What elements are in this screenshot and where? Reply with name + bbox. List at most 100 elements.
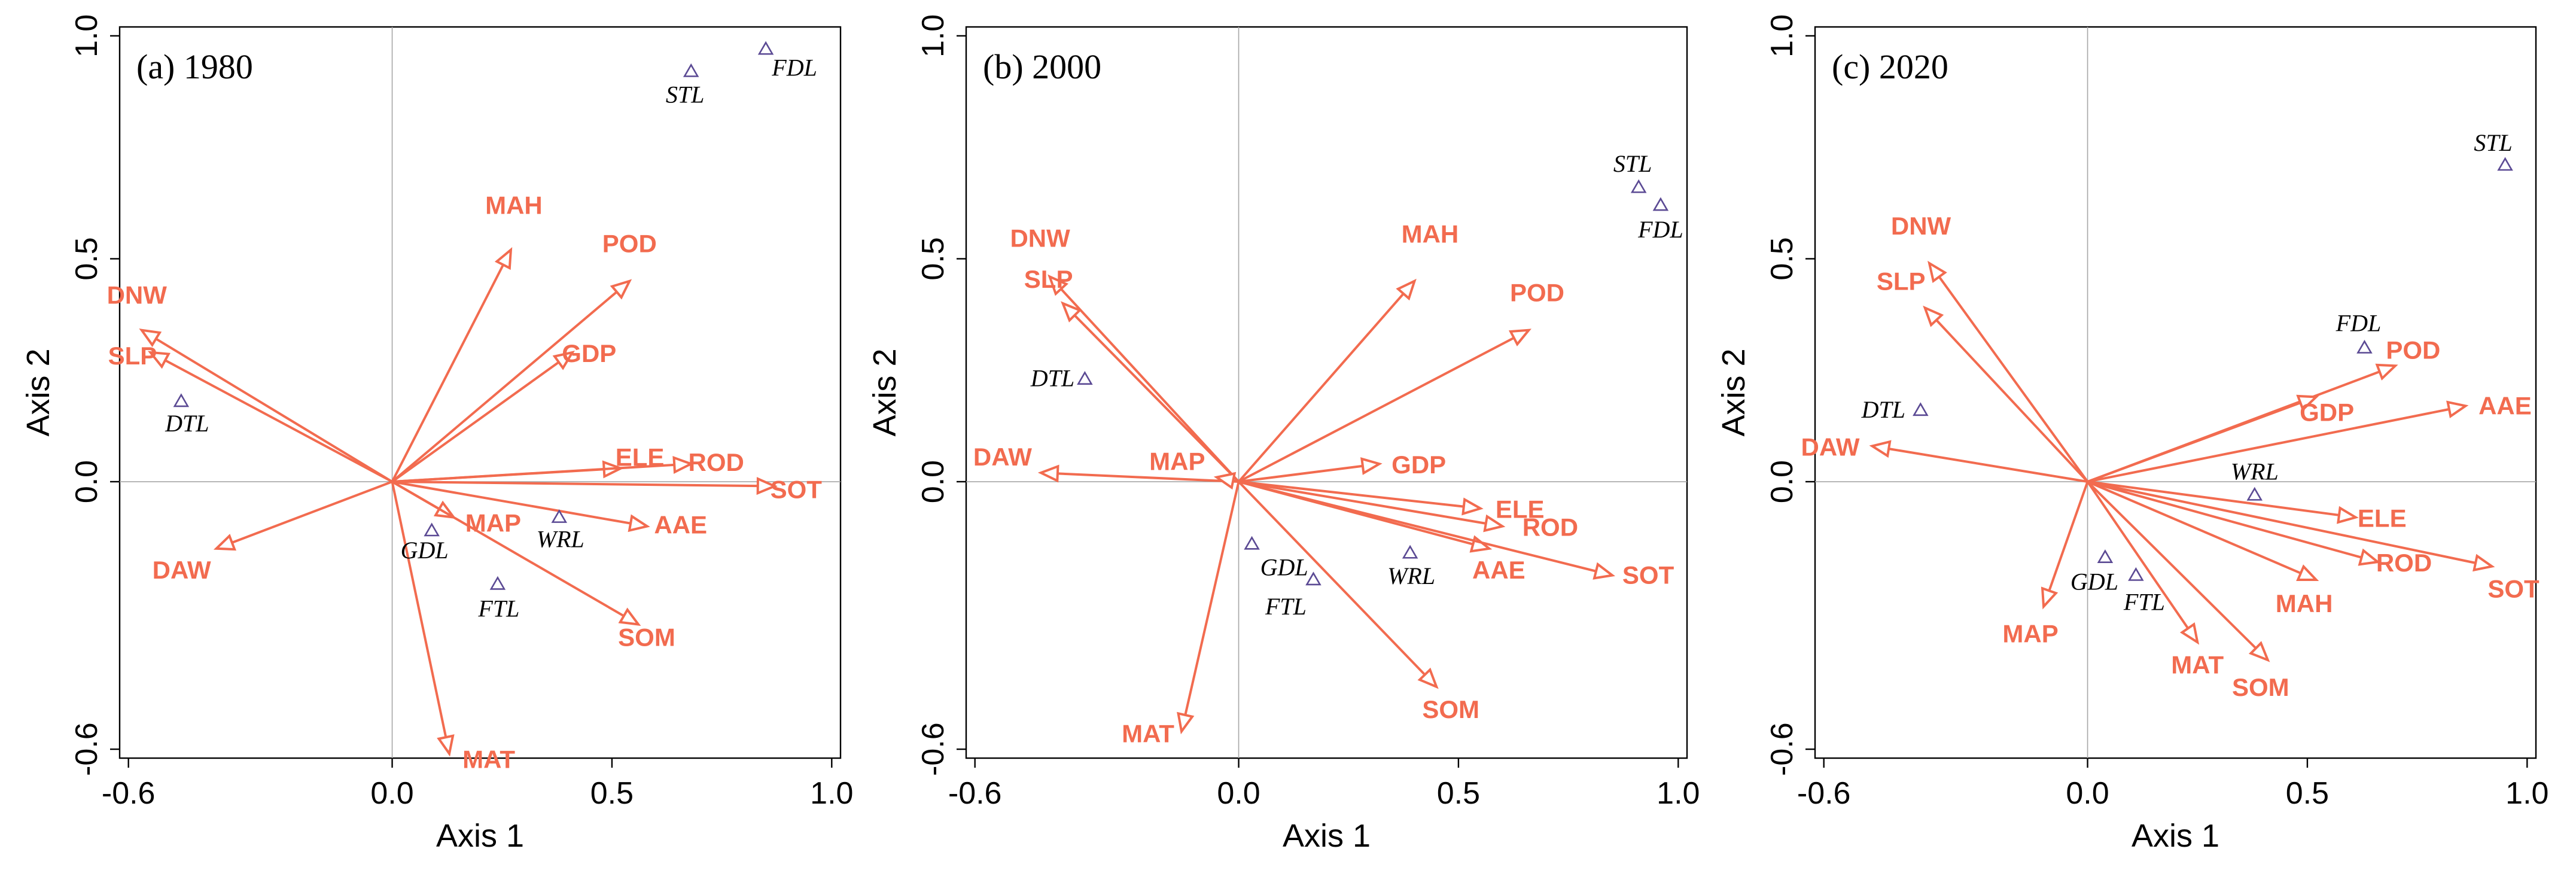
site-wrl: WRL bbox=[2231, 458, 2279, 501]
y-tick-label: 1.0 bbox=[916, 14, 951, 57]
arrow-gdp: GDP bbox=[1238, 451, 1446, 483]
y-tick-label: 1.0 bbox=[1765, 14, 1799, 57]
site-marker-triangle-icon bbox=[1305, 571, 1322, 586]
y-axis-label: Axis 2 bbox=[1716, 348, 1752, 436]
site-marker-triangle-icon bbox=[2246, 486, 2263, 501]
y-axis-label: Axis 2 bbox=[20, 348, 56, 436]
site-label: DTL bbox=[1030, 365, 1074, 392]
arrow-head bbox=[618, 607, 641, 626]
arrow-gdp: GDP bbox=[391, 339, 616, 483]
arrow-label: ELE bbox=[2358, 504, 2407, 533]
arrow-label: MAT bbox=[1122, 719, 1174, 747]
arrow-gdp: GDP bbox=[2087, 394, 2354, 483]
arrow-shaft bbox=[2087, 480, 2476, 564]
arrow-head bbox=[2358, 548, 2381, 566]
arrow-shaft bbox=[1184, 481, 1240, 716]
arrow-shaft bbox=[2087, 480, 2301, 574]
site-marker-triangle-icon bbox=[2097, 549, 2114, 563]
arrow-shaft bbox=[155, 337, 393, 483]
arrow-dnw: DNW bbox=[1891, 212, 2089, 483]
site-label: FTL bbox=[477, 595, 519, 622]
arrow-shaft bbox=[2087, 402, 2301, 483]
arrow-slp: SLP bbox=[1877, 267, 2089, 483]
arrow-mat: MAT bbox=[391, 481, 515, 774]
arrow-head bbox=[628, 514, 650, 533]
arrow-head bbox=[1396, 278, 1417, 301]
arrow-shaft bbox=[391, 481, 447, 738]
x-tick-label: -0.6 bbox=[1797, 776, 1851, 811]
arrow-label: AAE bbox=[2478, 391, 2532, 419]
arrow-sot: SOT bbox=[392, 475, 822, 503]
arrow-shaft bbox=[1238, 464, 1363, 483]
site-label: FDL bbox=[771, 54, 817, 81]
plot-frame bbox=[1814, 26, 2537, 759]
arrow-slp: SLP bbox=[108, 342, 393, 483]
x-tick-label: 0.0 bbox=[2066, 776, 2109, 811]
x-tick-label: 0.5 bbox=[590, 776, 634, 811]
site-label: STL bbox=[666, 81, 705, 108]
site-label: FDL bbox=[1637, 216, 1683, 243]
arrow-map: MAP bbox=[391, 480, 521, 537]
arrow-shaft bbox=[165, 359, 393, 483]
arrow-shaft bbox=[392, 463, 675, 483]
arrow-label: MAP bbox=[465, 509, 521, 537]
arrow-head bbox=[2041, 586, 2059, 610]
arrow-shaft bbox=[391, 264, 504, 482]
arrow-shaft bbox=[391, 361, 560, 483]
arrow-sot: SOT bbox=[1238, 480, 1674, 589]
site-gdl: GDL bbox=[401, 522, 449, 564]
x-tick-label: 1.0 bbox=[1657, 776, 1700, 811]
arrow-ele: ELE bbox=[1238, 480, 1545, 524]
arrow-dnw: DNW bbox=[107, 281, 393, 483]
x-tick-label: 1.0 bbox=[2505, 776, 2548, 811]
arrow-shaft bbox=[2087, 480, 2257, 649]
site-marker-triangle-icon bbox=[1244, 536, 1260, 550]
site-dtl: DTL bbox=[1861, 396, 1929, 423]
site-marker-triangle-icon bbox=[1077, 371, 1093, 385]
x-tick-label: -0.6 bbox=[948, 776, 1002, 811]
arrow-label: ROD bbox=[689, 448, 744, 476]
arrow-label: AAE bbox=[654, 511, 707, 539]
arrow-aae: AAE bbox=[2087, 391, 2532, 483]
arrow-mat: MAT bbox=[2086, 480, 2224, 679]
arrow-shaft bbox=[1238, 480, 1487, 525]
site-marker-triangle-icon bbox=[683, 63, 699, 77]
arrow-head bbox=[1483, 514, 1506, 533]
panel-2000: -0.6 0.0 0.5 1.0 -0.6 0.0 0.5 1.0 Axis 1 Axis 2 (b… bbox=[867, 14, 1700, 854]
arrow-head bbox=[147, 351, 170, 369]
arrow-head bbox=[1928, 260, 1947, 284]
arrow-shaft bbox=[2048, 481, 2089, 591]
site-marker-triangle-icon bbox=[1630, 179, 1647, 193]
arrow-head bbox=[1061, 301, 1082, 323]
arrow-daw: DAW bbox=[1801, 433, 2088, 483]
site-gdl: GDL bbox=[1244, 536, 1308, 580]
arrow-label: DAW bbox=[153, 556, 211, 584]
x-tick-label: 0.0 bbox=[1217, 776, 1260, 811]
arrow-label: POD bbox=[1510, 279, 1564, 307]
site-ftl: FTL bbox=[1265, 571, 1322, 620]
arrow-shaft bbox=[392, 480, 758, 488]
arrow-aae: AAE bbox=[392, 480, 707, 539]
plot-frame bbox=[118, 26, 842, 759]
site-fdl: FDL bbox=[1637, 197, 1683, 243]
arrow-shaft bbox=[392, 480, 631, 525]
arrow-label: SOT bbox=[1622, 561, 1674, 589]
arrow-slp: SLP bbox=[1024, 265, 1240, 483]
arrow-label: GDP bbox=[562, 339, 616, 367]
arrow-label: POD bbox=[2386, 336, 2440, 364]
arrow-label: POD bbox=[602, 230, 657, 258]
arrow-head bbox=[2473, 553, 2495, 572]
arrow-shaft bbox=[1073, 314, 1240, 483]
arrow-label: MAH bbox=[1402, 220, 1459, 248]
arrow-sot: SOT bbox=[2087, 480, 2540, 603]
site-wrl: WRL bbox=[1387, 545, 1435, 589]
site-dtl: DTL bbox=[165, 393, 209, 437]
arrow-rod: ROD bbox=[392, 448, 744, 483]
site-label: FTL bbox=[2123, 589, 2165, 616]
x-tick-label: 0.5 bbox=[1437, 776, 1480, 811]
arrow-ele: ELE bbox=[2087, 480, 2407, 533]
site-ftl: FTL bbox=[2123, 567, 2165, 616]
y-tick-label: 0.5 bbox=[916, 237, 951, 280]
arrow-map: MAP bbox=[1149, 448, 1239, 490]
site-label: WRL bbox=[2231, 458, 2279, 485]
